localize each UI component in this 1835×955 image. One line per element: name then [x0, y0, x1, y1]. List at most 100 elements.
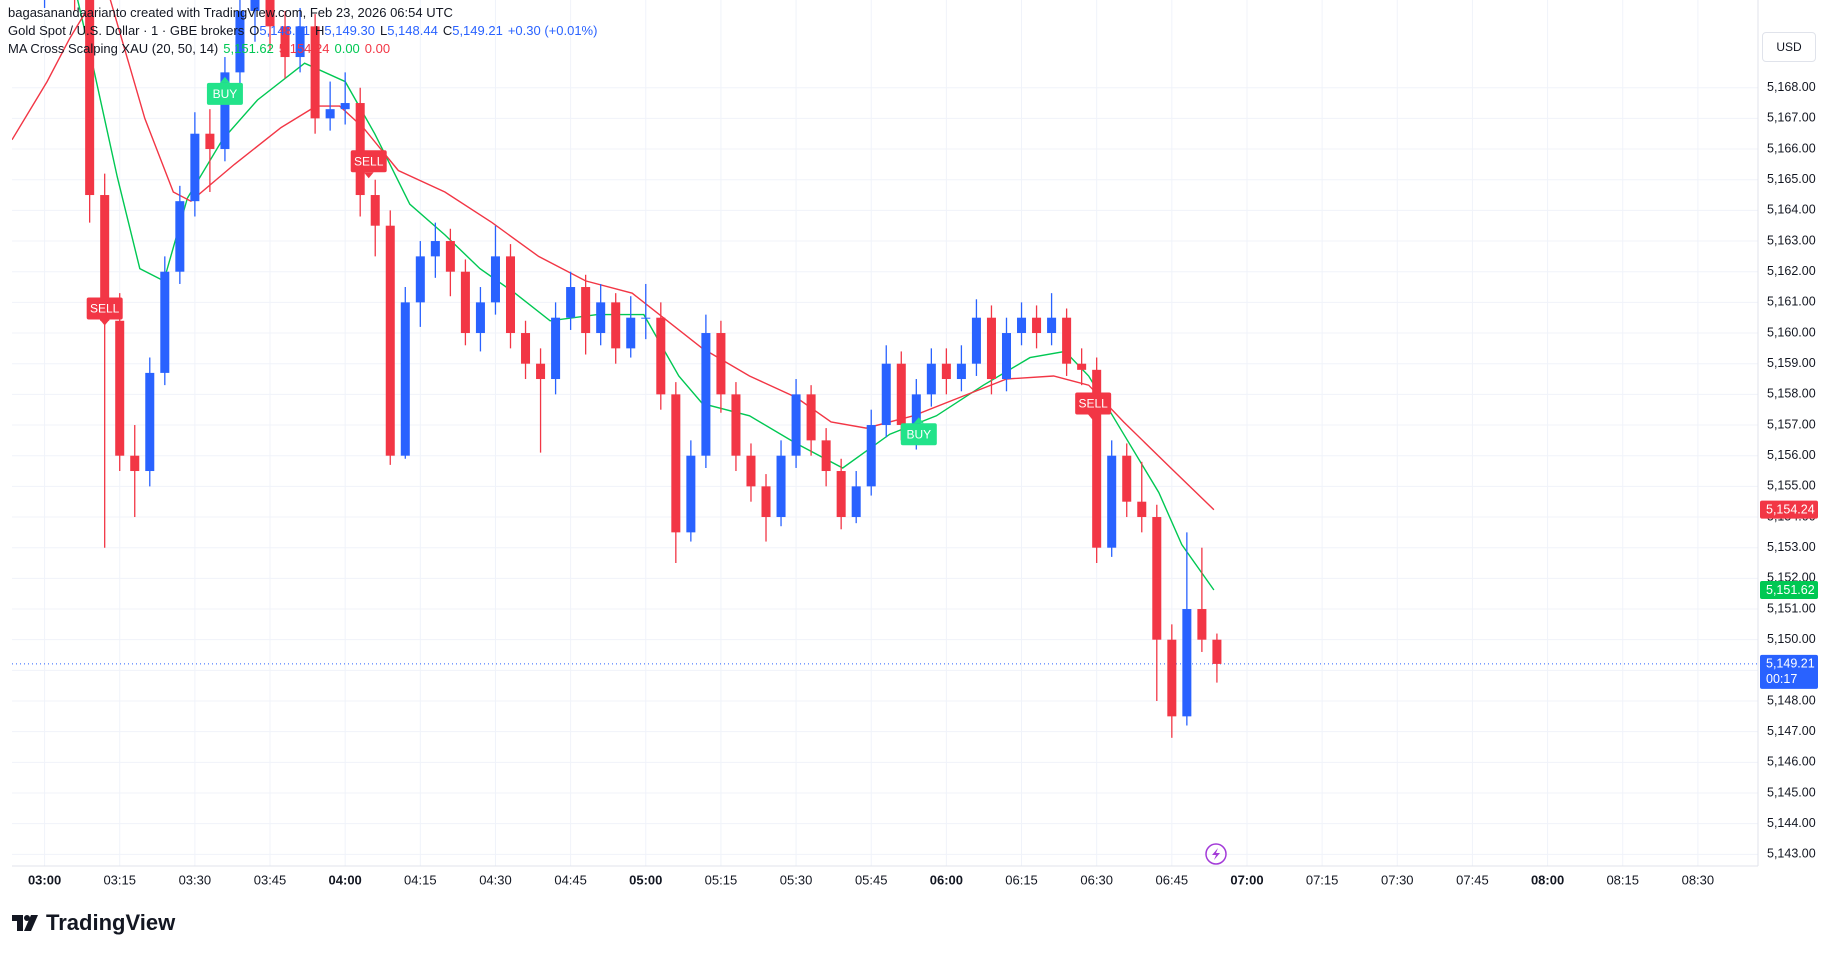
- candle-body: [761, 486, 771, 518]
- x-tick-label: 06:15: [1005, 872, 1038, 887]
- candle-body: [385, 225, 395, 456]
- x-tick-label: 04:45: [554, 872, 587, 887]
- logo-text: TradingView: [46, 910, 176, 935]
- signal-pointer: [1088, 414, 1099, 421]
- legend: bagasanandaarianto created with TradingV…: [8, 4, 597, 58]
- currency-button[interactable]: USD: [1762, 32, 1816, 62]
- y-tick-label: 5,153.00: [1767, 540, 1816, 554]
- candle-body: [866, 425, 876, 487]
- axes: 5,143.00 5,144.00 5,145.00 5,146.00 5,147.00…: [12, 0, 1818, 887]
- signal-box: [206, 82, 243, 105]
- candle-body: [536, 363, 546, 380]
- ohlc-value: 5,149.21: [452, 23, 503, 38]
- candle-body: [490, 256, 500, 303]
- x-tick-label: 03:30: [179, 872, 212, 887]
- candle-body: [340, 103, 350, 110]
- ohlc-item: C5,149.21: [443, 22, 503, 40]
- y-tick-label: 5,147.00: [1767, 724, 1816, 738]
- signal: BUY: [206, 76, 243, 105]
- lightning-icon: [1205, 843, 1227, 865]
- signal-label: BUY: [213, 87, 238, 101]
- signal: SELL: [350, 150, 387, 179]
- price-tag: [1760, 654, 1818, 689]
- signal: SELL: [1075, 392, 1112, 421]
- indicator-row: MA Cross Scalping XAU (20, 50, 14) 5,151…: [8, 40, 597, 58]
- x-tick-label: 08:00: [1531, 872, 1564, 887]
- credit-text: bagasanandaarianto created with TradingV…: [8, 5, 453, 20]
- candle-body: [1212, 639, 1222, 664]
- candle-body: [325, 109, 335, 119]
- candle-body: [881, 363, 891, 426]
- logo-icon: [12, 915, 38, 931]
- signal-pointer: [913, 417, 924, 424]
- candle-body: [851, 486, 861, 518]
- candle-body: [400, 302, 410, 456]
- candle-body: [971, 317, 981, 364]
- candle-body: [611, 302, 621, 349]
- signal-label: SELL: [90, 302, 120, 316]
- y-tick-label: 5,150.00: [1767, 632, 1816, 646]
- symbol[interactable]: Gold Spot / U.S. Dollar · 1 · GBE broker…: [8, 23, 245, 38]
- candle-body: [1062, 317, 1072, 364]
- ohlc-change: +0.30 (+0.01%): [507, 23, 598, 38]
- price-tag-label: 5,149.21: [1766, 657, 1815, 671]
- signal-box: [1075, 392, 1112, 415]
- candle-body: [941, 363, 951, 380]
- indicator-name[interactable]: MA Cross Scalping XAU (20, 50, 14): [8, 41, 219, 56]
- candle-body: [671, 394, 681, 533]
- logo: TradingView: [12, 910, 175, 936]
- candle-body: [1077, 363, 1087, 370]
- y-tick-label: 5,166.00: [1767, 141, 1816, 155]
- signal-label: SELL: [354, 154, 384, 168]
- y-tick-label: 5,159.00: [1767, 356, 1816, 370]
- x-tick-label: 05:00: [629, 872, 662, 887]
- candle-body: [100, 195, 110, 321]
- price-tag-countdown: 00:17: [1766, 672, 1797, 686]
- candle-body: [926, 363, 936, 395]
- x-tick-label: 05:30: [780, 872, 813, 887]
- signal-box: [86, 297, 123, 320]
- x-tick-label: 04:15: [404, 872, 437, 887]
- candle-body: [641, 317, 651, 319]
- y-tick-label: 5,163.00: [1767, 233, 1816, 247]
- candle-body: [460, 271, 470, 334]
- x-tick-label: 07:45: [1456, 872, 1489, 887]
- candle-body: [190, 133, 200, 202]
- candle-body: [986, 317, 996, 380]
- candle-body: [115, 320, 125, 456]
- signal: SELL: [86, 297, 123, 326]
- y-tick-label: 5,145.00: [1767, 785, 1816, 799]
- y-tick-label: 5,164.00: [1767, 203, 1816, 217]
- candle-body: [746, 455, 756, 487]
- candle-body: [836, 471, 846, 518]
- x-tick-label: 04:00: [329, 872, 362, 887]
- x-tick-label: 06:00: [930, 872, 963, 887]
- candle-body: [551, 317, 561, 380]
- candle-body: [175, 201, 185, 272]
- plot-area: SELL BUY SELL BUY SELL: [12, 0, 1758, 738]
- candle-body: [310, 26, 320, 119]
- x-tick-label: 05:15: [705, 872, 738, 887]
- y-tick-label: 5,144.00: [1767, 816, 1816, 830]
- x-tick-label: 06:30: [1080, 872, 1113, 887]
- x-tick-label: 07:15: [1306, 872, 1339, 887]
- candle-body: [220, 72, 230, 150]
- candle-body: [280, 26, 290, 58]
- ohlc-item: L5,148.44: [380, 22, 438, 40]
- candle-body: [1032, 317, 1042, 334]
- candle-body: [1107, 455, 1117, 548]
- y-tick-label: 5,158.00: [1767, 387, 1816, 401]
- candle-body: [596, 302, 606, 334]
- candle-body: [160, 271, 170, 373]
- symbol-row: Gold Spot / U.S. Dollar · 1 · GBE broker…: [8, 22, 597, 40]
- indicator-value: 5,151.62: [223, 41, 274, 56]
- candle-body: [85, 0, 95, 196]
- candle-body: [776, 455, 786, 518]
- candle-body: [1092, 369, 1102, 548]
- candle-body: [265, 0, 275, 27]
- candle-body: [806, 394, 816, 441]
- ma-line: [12, 0, 1215, 511]
- ohlc-value: 5,149.30: [324, 23, 375, 38]
- y-tick-label: 5,161.00: [1767, 295, 1816, 309]
